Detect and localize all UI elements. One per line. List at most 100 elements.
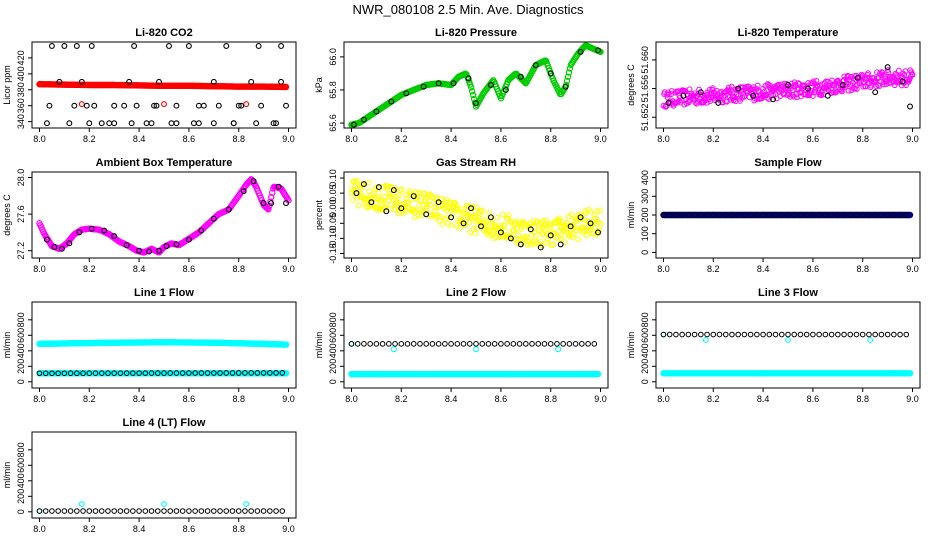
data-point xyxy=(42,508,49,514)
plot-frame xyxy=(343,171,609,259)
y-tick-label: 800 xyxy=(16,442,26,457)
data-point xyxy=(867,337,874,343)
data-point xyxy=(136,370,142,376)
y-tick-label: -0.15 xyxy=(328,243,338,264)
data-point xyxy=(83,102,90,109)
data-point xyxy=(435,80,442,87)
data-point xyxy=(494,214,501,221)
data-point xyxy=(591,341,598,347)
data-point xyxy=(797,212,804,218)
data-point xyxy=(248,508,254,514)
chart-title: Line 1 Flow xyxy=(134,287,194,299)
data-point xyxy=(660,212,667,218)
x-tick-label: 8.4 xyxy=(133,264,146,274)
series-group xyxy=(660,331,914,377)
x-tick-label: 8.2 xyxy=(707,134,720,144)
data-point xyxy=(563,219,570,226)
data-point xyxy=(445,220,452,227)
data-point xyxy=(735,85,742,92)
data-point xyxy=(510,341,517,347)
data-point xyxy=(866,331,872,338)
plot-frame xyxy=(655,301,921,389)
data-point xyxy=(394,195,401,202)
y-tick-label: 420 xyxy=(16,50,26,65)
data-point xyxy=(143,120,150,127)
data-point xyxy=(223,508,230,514)
series-trace xyxy=(348,42,604,128)
data-point xyxy=(729,212,735,218)
data-point xyxy=(810,331,816,338)
x-tick-label: 9.0 xyxy=(282,134,295,144)
series-cal xyxy=(660,331,910,338)
data-point xyxy=(92,508,99,514)
data-point xyxy=(136,247,143,254)
chart-title: Line 2 Flow xyxy=(446,287,506,299)
x-tick-label: 8.6 xyxy=(183,264,196,274)
data-point xyxy=(518,226,524,232)
data-point xyxy=(74,508,80,514)
series-cal xyxy=(36,508,286,514)
data-point xyxy=(467,229,473,236)
data-point xyxy=(872,331,878,338)
data-point xyxy=(550,241,556,248)
data-point xyxy=(195,102,202,109)
data-point xyxy=(517,241,524,248)
x-tick-label: 9.0 xyxy=(906,394,919,404)
data-point xyxy=(465,75,472,82)
data-point xyxy=(581,217,588,223)
data-point xyxy=(80,370,86,377)
data-point xyxy=(583,232,590,239)
data-point xyxy=(498,227,504,233)
data-point xyxy=(414,194,421,201)
data-point xyxy=(556,217,563,224)
data-point xyxy=(478,223,484,230)
data-point xyxy=(111,508,117,514)
data-point xyxy=(698,212,704,218)
data-point xyxy=(816,212,822,218)
data-point xyxy=(223,43,230,49)
data-point xyxy=(410,341,417,347)
data-point xyxy=(373,184,380,191)
data-point xyxy=(86,370,93,377)
data-point xyxy=(250,178,257,185)
data-point xyxy=(460,220,467,227)
plot-frame xyxy=(31,41,297,129)
data-point xyxy=(909,71,916,78)
data-point xyxy=(841,212,847,218)
x-tick-label: 8.8 xyxy=(544,394,557,404)
series-group xyxy=(36,43,290,127)
data-point xyxy=(410,193,417,200)
data-point xyxy=(43,236,50,243)
data-point xyxy=(398,205,405,212)
x-tick-label: 8.4 xyxy=(757,394,770,404)
y-tick-label: 51.652 xyxy=(640,103,650,131)
y-axis-label: ml/min xyxy=(314,332,324,359)
data-point xyxy=(698,331,704,338)
data-point xyxy=(878,212,885,218)
x-tick-label: 8.2 xyxy=(395,264,408,274)
data-point xyxy=(785,82,791,88)
y-tick-label: 400 xyxy=(16,473,26,488)
data-point xyxy=(98,370,105,376)
data-point xyxy=(728,87,734,93)
chart-title: Gas Stream RH xyxy=(436,157,516,169)
data-point xyxy=(801,82,808,89)
y-axis-label: ml/min xyxy=(2,462,12,489)
y-tick-label: 360 xyxy=(16,98,26,113)
data-point xyxy=(225,206,232,213)
data-point xyxy=(240,188,247,195)
data-point xyxy=(878,331,885,338)
data-point xyxy=(198,508,205,514)
data-point xyxy=(105,508,111,514)
data-point xyxy=(186,370,192,376)
data-point xyxy=(386,190,393,197)
data-point xyxy=(390,187,397,194)
data-point xyxy=(592,216,599,222)
data-point xyxy=(529,341,535,347)
data-point xyxy=(575,236,581,242)
data-point xyxy=(67,508,74,514)
data-point xyxy=(747,212,754,218)
data-point xyxy=(515,236,522,243)
data-point xyxy=(367,341,373,347)
data-point xyxy=(278,43,285,49)
